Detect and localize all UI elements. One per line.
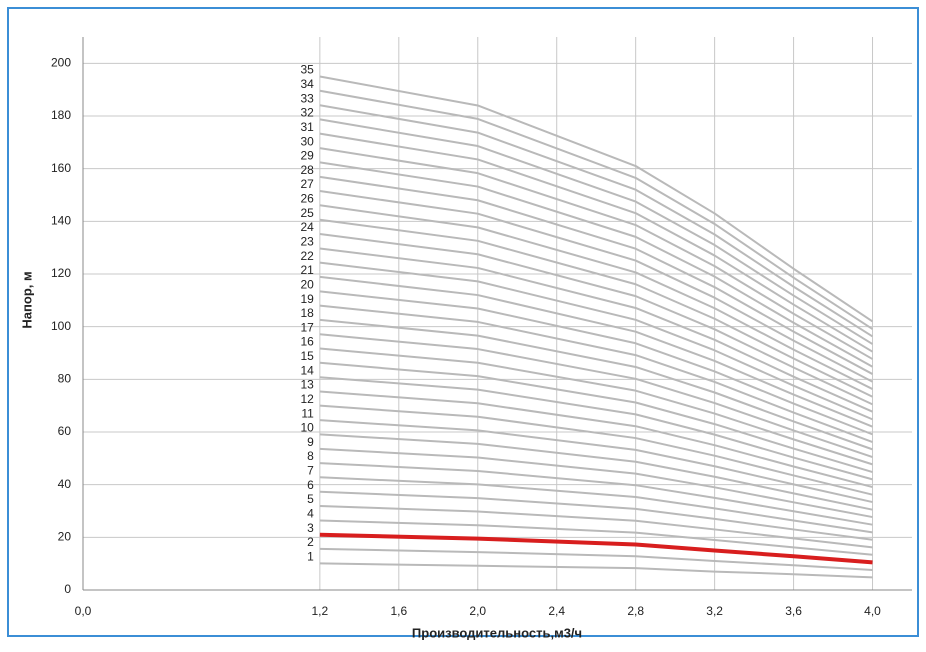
curve bbox=[319, 347, 873, 466]
series-label: 24 bbox=[300, 220, 314, 234]
curve bbox=[319, 532, 873, 565]
y-tick-label: 60 bbox=[58, 424, 72, 438]
curve bbox=[319, 175, 873, 375]
series-label: 32 bbox=[300, 106, 314, 120]
y-tick-label: 20 bbox=[58, 530, 72, 544]
y-tick-label: 160 bbox=[51, 161, 71, 175]
curve bbox=[319, 118, 874, 345]
curve bbox=[319, 318, 873, 451]
series-label: 9 bbox=[307, 435, 314, 449]
y-tick-label: 40 bbox=[58, 477, 72, 491]
x-tick-label: 1,6 bbox=[390, 604, 407, 618]
curve bbox=[319, 261, 873, 421]
curve bbox=[319, 232, 873, 406]
series-label: 30 bbox=[300, 134, 314, 148]
series-label: 35 bbox=[300, 63, 314, 77]
y-tick-label: 100 bbox=[51, 319, 71, 333]
series-label: 17 bbox=[300, 320, 314, 334]
curve bbox=[319, 75, 874, 323]
series-label: 27 bbox=[300, 177, 314, 191]
series-label: 19 bbox=[300, 292, 314, 306]
series-label: 33 bbox=[300, 91, 314, 105]
series-label: 4 bbox=[307, 507, 314, 521]
curve bbox=[319, 504, 873, 549]
curve bbox=[319, 89, 874, 330]
series-label: 34 bbox=[300, 77, 314, 91]
curve bbox=[319, 433, 873, 511]
y-tick-label: 80 bbox=[58, 372, 72, 386]
series-label: 23 bbox=[300, 235, 314, 249]
frame bbox=[7, 7, 919, 637]
series-label: 11 bbox=[301, 406, 314, 420]
y-tick-label: 140 bbox=[51, 214, 71, 228]
series-label: 31 bbox=[300, 120, 314, 134]
x-tick-label: 4,0 bbox=[864, 604, 881, 618]
curve bbox=[319, 376, 873, 481]
curve bbox=[319, 104, 874, 338]
series-label: 6 bbox=[307, 478, 314, 492]
series-label: 1 bbox=[307, 550, 314, 564]
series-label: 5 bbox=[307, 492, 314, 506]
series-label: 28 bbox=[300, 163, 314, 177]
curve bbox=[319, 462, 873, 526]
series-label: 26 bbox=[300, 191, 314, 205]
series-label: 13 bbox=[300, 378, 314, 392]
x-tick-label: 2,4 bbox=[548, 604, 565, 618]
series-label: 25 bbox=[300, 206, 314, 220]
curve bbox=[319, 519, 873, 556]
series-label: 14 bbox=[300, 363, 314, 377]
series-label: 22 bbox=[300, 249, 314, 263]
series-label: 20 bbox=[300, 278, 314, 292]
curve bbox=[319, 547, 873, 571]
x-tick-label: 3,2 bbox=[706, 604, 723, 618]
series-label: 3 bbox=[307, 521, 314, 535]
curve bbox=[319, 490, 873, 541]
curve bbox=[319, 204, 873, 390]
x-tick-label: 1,2 bbox=[312, 604, 329, 618]
curve bbox=[319, 218, 873, 398]
curve bbox=[319, 476, 873, 534]
curve bbox=[319, 147, 874, 360]
series-label: 12 bbox=[300, 392, 314, 406]
y-axis-title: Напор, м bbox=[19, 271, 34, 328]
curve bbox=[319, 390, 873, 489]
y-tick-label: 120 bbox=[51, 266, 71, 280]
curve bbox=[319, 419, 873, 504]
x-tick-label: 0,0 bbox=[75, 604, 92, 618]
y-tick-label: 200 bbox=[51, 56, 71, 70]
curve bbox=[319, 275, 873, 428]
series-label: 10 bbox=[300, 421, 314, 435]
curve bbox=[319, 132, 874, 353]
series-label: 8 bbox=[307, 449, 314, 463]
curve bbox=[319, 333, 873, 458]
curve bbox=[319, 304, 873, 443]
x-tick-label: 3,6 bbox=[785, 604, 802, 618]
curve bbox=[319, 290, 873, 436]
curve bbox=[319, 562, 873, 579]
series-label: 2 bbox=[307, 535, 314, 549]
series-label: 16 bbox=[300, 335, 314, 349]
curve bbox=[319, 447, 873, 519]
series-label: 21 bbox=[300, 263, 314, 277]
series-label: 29 bbox=[300, 149, 314, 163]
curve bbox=[319, 190, 873, 383]
curve bbox=[319, 161, 874, 368]
series-label: 18 bbox=[300, 306, 314, 320]
curve bbox=[319, 404, 873, 496]
x-axis-title: Производительность,м3/ч bbox=[412, 625, 582, 640]
x-tick-label: 2,0 bbox=[469, 604, 486, 618]
curve bbox=[319, 361, 873, 473]
curve bbox=[319, 247, 873, 413]
series-label: 7 bbox=[307, 463, 314, 477]
x-tick-label: 2,8 bbox=[627, 604, 644, 618]
y-tick-label: 0 bbox=[64, 582, 71, 596]
y-tick-label: 180 bbox=[51, 108, 71, 122]
series-label: 15 bbox=[300, 349, 314, 363]
